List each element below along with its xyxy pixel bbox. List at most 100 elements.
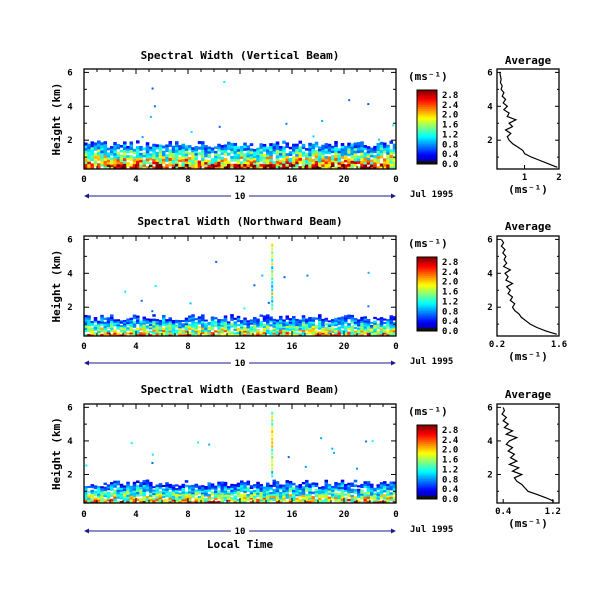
- heatmap-cell: [90, 149, 95, 153]
- heatmap-cell: [288, 494, 293, 497]
- heatmap-cell: [259, 153, 264, 157]
- heatmap-cell: [181, 485, 186, 488]
- heatmap-cell: [158, 497, 163, 500]
- heatmap-cell: [184, 323, 189, 326]
- heatmap-cell: [126, 488, 130, 491]
- heatmap-cell: [314, 500, 319, 504]
- heatmap-cell: [188, 319, 192, 322]
- heatmap-cell: [97, 332, 101, 335]
- heatmap-cell: [249, 327, 254, 330]
- heatmap-cell: [223, 488, 228, 491]
- colorbar-segment: [417, 299, 437, 302]
- heatmap-cell: [123, 155, 127, 159]
- heatmap-cell: [311, 146, 316, 150]
- heatmap-cell: [243, 330, 247, 333]
- heatmap-cell: [90, 322, 95, 325]
- heatmap-cell: [275, 489, 280, 493]
- heatmap-cell: [171, 493, 176, 496]
- heatmap-cell: [142, 491, 147, 495]
- heatmap-cell: [353, 147, 358, 151]
- heatmap-cell: [126, 500, 130, 504]
- heatmap-cell: [373, 330, 377, 333]
- heatmap-cell: [386, 319, 390, 322]
- heatmap-cell: [139, 148, 143, 151]
- heatmap-cell: [340, 489, 345, 492]
- heatmap-cell: [331, 166, 335, 170]
- heatmap-cell: [110, 166, 114, 170]
- colorbar-segment: [417, 319, 437, 323]
- heatmap-cell: [155, 161, 160, 165]
- heatmap-cell: [178, 152, 182, 155]
- heatmap-cell: [282, 484, 286, 487]
- heatmap-cell: [106, 321, 111, 324]
- colorbar-segment: [417, 271, 437, 275]
- heatmap-cell: [139, 326, 143, 329]
- heatmap-cell: [171, 499, 176, 502]
- heatmap-cell: [370, 332, 374, 335]
- heatmap-cell: [337, 150, 342, 154]
- heatmap-cell: [386, 152, 390, 155]
- heatmap-cell: [142, 328, 147, 331]
- heatmap-cell: [360, 330, 364, 333]
- heatmap-cell: [103, 141, 108, 145]
- heatmap-cell: [158, 483, 163, 486]
- heatmap-cell: [152, 325, 156, 328]
- heatmap-cell: [168, 485, 173, 488]
- heatmap-cell: [236, 161, 241, 165]
- heatmap-cell: [275, 155, 280, 159]
- heatmap-cell: [181, 158, 186, 162]
- heatmap-cell: [223, 158, 228, 162]
- heatmap-cell: [178, 501, 182, 504]
- heatmap-cell: [305, 496, 309, 499]
- heatmap-cell: [119, 329, 124, 332]
- heatmap-cell: [191, 322, 195, 326]
- heatmap-cell: [256, 152, 260, 156]
- heatmap-cell: [295, 497, 299, 500]
- heatmap-cell: [240, 489, 244, 493]
- date-arrow: 10: [84, 190, 396, 202]
- heatmap-cell: [184, 324, 189, 328]
- heatmap-cell: [210, 318, 215, 321]
- heatmap-cell: [288, 487, 293, 491]
- heatmap-cell: [308, 327, 312, 330]
- heatmap-cell: [271, 448, 274, 452]
- heatmap-cell: [139, 324, 143, 327]
- heatmap-cell: [243, 166, 247, 170]
- heatmap-cell: [285, 491, 290, 495]
- heatmap-cell: [321, 320, 325, 323]
- heatmap-cell: [116, 491, 121, 495]
- heatmap-cell: [376, 486, 381, 489]
- heatmap-cell: [298, 157, 303, 161]
- heatmap-cell: [288, 480, 293, 484]
- heatmap-cell: [93, 318, 98, 322]
- colorbar-label: (ms⁻¹): [408, 70, 448, 83]
- heatmap-cell: [168, 487, 173, 490]
- heatmap-cell: [227, 141, 231, 145]
- heatmap-cell: [337, 494, 342, 498]
- heatmap-cell: [136, 487, 140, 490]
- heatmap-cell: [84, 317, 88, 320]
- colorbar-segment: [417, 264, 437, 267]
- colorbar-tick-label: 1.6: [442, 456, 458, 466]
- heatmap-cell: [386, 147, 390, 150]
- heatmap-cell: [175, 331, 179, 334]
- heatmap-cell: [227, 487, 231, 490]
- heatmap-cell: [386, 332, 390, 335]
- heatmap-cell: [318, 155, 322, 159]
- heatmap-cell: [334, 484, 338, 487]
- heatmap-cell: [155, 159, 160, 162]
- heatmap-cell: [90, 152, 95, 156]
- heatmap-cell: [181, 320, 186, 323]
- heatmap-cell: [271, 474, 274, 478]
- colorbar-segment: [417, 154, 437, 157]
- heatmap-cell: [220, 157, 225, 160]
- heatmap-cell: [262, 317, 267, 320]
- heatmap-cell: [314, 317, 319, 320]
- heatmap-cell: [106, 493, 111, 496]
- heatmap-cell: [204, 494, 208, 497]
- heatmap-cell: [230, 499, 234, 502]
- heatmap-cell: [334, 152, 338, 156]
- heatmap-cell: [116, 322, 121, 325]
- heatmap-cell: [386, 156, 390, 160]
- heatmap-cell: [178, 332, 182, 335]
